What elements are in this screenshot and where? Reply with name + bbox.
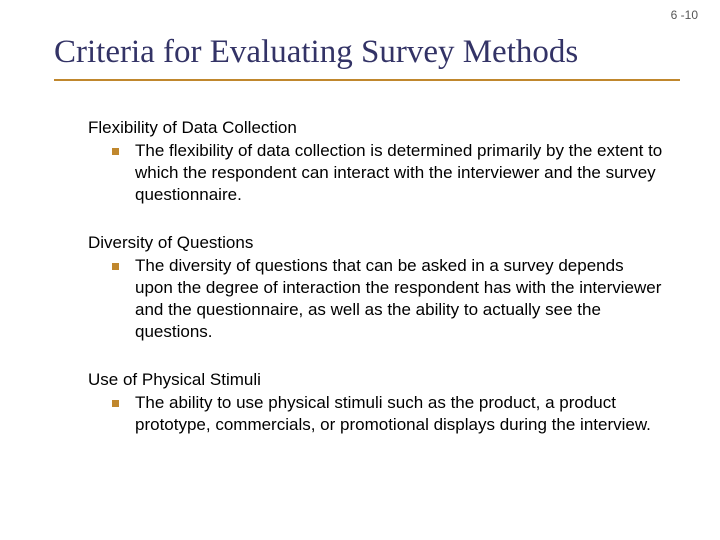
slide-body: Flexibility of Data Collection The flexi…	[88, 118, 666, 464]
page-number: 6 -10	[671, 8, 698, 22]
title-block: Criteria for Evaluating Survey Methods	[54, 34, 680, 81]
bullet-item: The diversity of questions that can be a…	[112, 255, 666, 342]
title-underline	[54, 79, 680, 81]
square-bullet-icon	[112, 148, 119, 155]
square-bullet-icon	[112, 263, 119, 270]
section-heading: Use of Physical Stimuli	[88, 370, 666, 390]
slide-title: Criteria for Evaluating Survey Methods	[54, 34, 680, 77]
section-flexibility: Flexibility of Data Collection The flexi…	[88, 118, 666, 205]
bullet-text: The flexibility of data collection is de…	[135, 140, 666, 205]
section-stimuli: Use of Physical Stimuli The ability to u…	[88, 370, 666, 436]
section-heading: Flexibility of Data Collection	[88, 118, 666, 138]
bullet-item: The ability to use physical stimuli such…	[112, 392, 666, 436]
section-heading: Diversity of Questions	[88, 233, 666, 253]
bullet-text: The ability to use physical stimuli such…	[135, 392, 666, 436]
section-diversity: Diversity of Questions The diversity of …	[88, 233, 666, 342]
bullet-item: The flexibility of data collection is de…	[112, 140, 666, 205]
slide: 6 -10 Criteria for Evaluating Survey Met…	[0, 0, 720, 540]
square-bullet-icon	[112, 400, 119, 407]
bullet-text: The diversity of questions that can be a…	[135, 255, 666, 342]
